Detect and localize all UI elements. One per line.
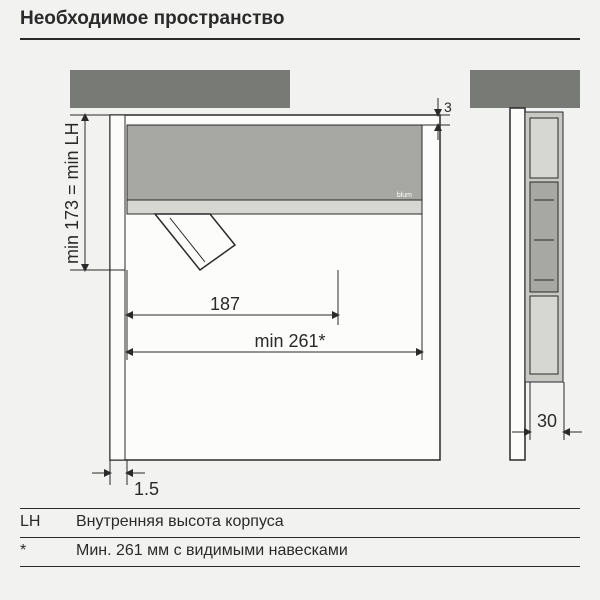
side-panel [510,108,525,460]
legend-key: LH [20,513,60,531]
legend-text: Внутренняя высота корпуса [76,513,284,531]
side-top-block [470,70,580,108]
dim-1p5: 1.5 [92,460,159,499]
dim-261-text: min 261* [254,331,325,351]
cabinet-left-wall [110,115,125,460]
legend-row: * Мин. 261 мм с видимыми навесками [20,538,580,564]
legend-key: * [20,542,60,560]
dim-3-text: 3 [444,99,452,115]
dim-vertical-text: min 173 = min LH [62,122,82,264]
legend-row: LH Внутренняя высота корпуса [20,509,580,535]
side-view: 30 [470,70,582,460]
dim-30-text: 30 [537,411,557,431]
legend: LH Внутренняя высота корпуса * Мин. 261 … [20,506,580,567]
side-track [525,112,563,382]
title-bar: Необходимое пространство [0,0,600,36]
top-block [70,70,290,108]
diagram-svg: blum 3 min 173 = min LH 187 [0,40,600,500]
dim-187-text: 187 [210,294,240,314]
svg-text:blum: blum [397,192,412,199]
legend-rule-bot [20,566,580,567]
legend-text: Мин. 261 мм с видимыми навесками [76,542,348,560]
page-title: Необходимое пространство [20,8,580,30]
diagram-canvas: blum 3 min 173 = min LH 187 [0,40,600,500]
dim-1p5-text: 1.5 [134,479,159,499]
front-view: blum 3 min 173 = min LH 187 [62,70,452,499]
